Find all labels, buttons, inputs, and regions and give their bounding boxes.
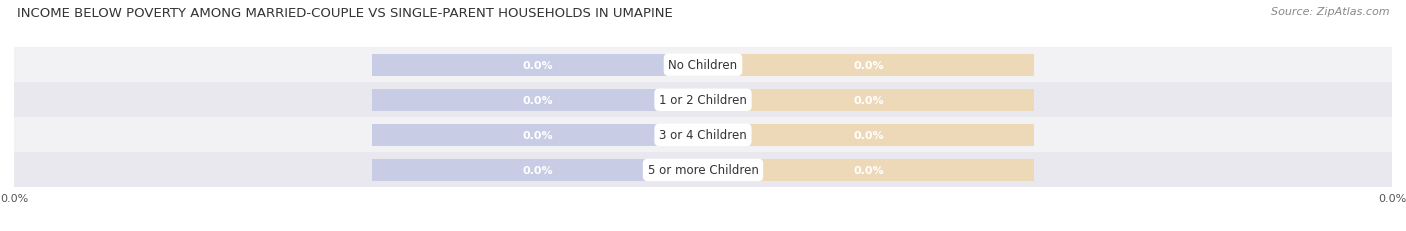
Bar (14, 48, 1392, 83)
Text: INCOME BELOW POVERTY AMONG MARRIED-COUPLE VS SINGLE-PARENT HOUSEHOLDS IN UMAPINE: INCOME BELOW POVERTY AMONG MARRIED-COUPL… (17, 7, 672, 20)
Text: 0.0%: 0.0% (523, 165, 553, 175)
Text: 0.0%: 0.0% (523, 95, 553, 105)
Bar (14, 83, 1392, 118)
Bar (703, 159, 1033, 181)
Bar (373, 125, 703, 146)
Bar (703, 125, 1033, 146)
Legend: Married Couples, Single Parents: Married Couples, Single Parents (575, 227, 831, 231)
Bar (703, 55, 1033, 76)
Bar (703, 90, 1033, 111)
Text: 0.0%: 0.0% (523, 130, 553, 140)
Text: 0.0%: 0.0% (523, 61, 553, 70)
Bar (373, 159, 703, 181)
Text: 1 or 2 Children: 1 or 2 Children (659, 94, 747, 107)
Text: 0.0%: 0.0% (853, 165, 883, 175)
Bar (373, 90, 703, 111)
Bar (14, 118, 1392, 153)
Text: No Children: No Children (668, 59, 738, 72)
Text: 0.0%: 0.0% (853, 130, 883, 140)
Text: 0.0%: 0.0% (853, 61, 883, 70)
Text: 3 or 4 Children: 3 or 4 Children (659, 129, 747, 142)
Text: 0.0%: 0.0% (853, 95, 883, 105)
Text: Source: ZipAtlas.com: Source: ZipAtlas.com (1271, 7, 1389, 17)
Bar (14, 153, 1392, 188)
Text: 5 or more Children: 5 or more Children (648, 164, 758, 177)
Bar (373, 55, 703, 76)
